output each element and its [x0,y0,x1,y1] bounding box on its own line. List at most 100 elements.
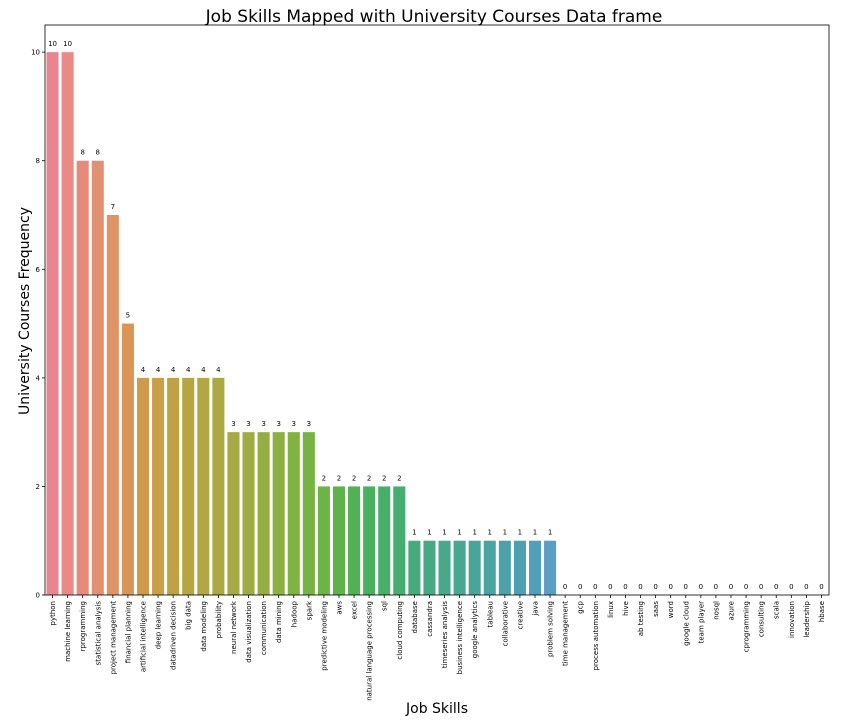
bar [363,486,376,595]
x-tick-label: rprogramming [79,601,87,651]
data-label: 1 [412,529,416,537]
data-label: 8 [80,149,84,157]
bar [167,377,180,595]
data-label: 3 [307,420,311,428]
x-tick-label: financial planning [124,601,132,663]
data-label: 0 [578,583,582,591]
data-label: 0 [744,583,748,591]
x-tick-label: neural network [230,600,238,654]
data-label: 0 [699,583,703,591]
x-tick-label: azure [728,601,736,620]
bar [227,432,240,595]
x-tick-label: cassandra [426,601,434,637]
data-label: 0 [608,583,612,591]
bar [348,486,361,595]
x-tick-label: problem solving [547,601,555,657]
data-label: 4 [141,366,146,374]
x-tick-label: predictive modeling [320,601,328,671]
x-tick-label: google analytics [471,601,479,659]
data-label: 0 [684,583,688,591]
bar [498,540,511,595]
data-label: 0 [653,583,657,591]
bar [468,540,481,595]
x-axis: python machine learning rprogramming statis… [49,595,826,701]
x-tick-label: sql [381,601,389,611]
data-label: 0 [759,583,763,591]
data-label: 2 [322,474,326,482]
x-tick-label: probability [215,601,223,638]
x-tick-label: cprogramming [743,601,751,652]
bar [121,323,134,595]
x-tick-label: spark [305,600,313,620]
data-label: 1 [442,529,446,537]
data-label: 0 [789,583,793,591]
x-tick-label: process automation [592,601,600,670]
x-tick-label: tableau [486,601,494,627]
data-label: 4 [216,366,221,374]
x-tick-label: linux [607,601,615,618]
data-label: 1 [518,529,522,537]
data-label: 3 [276,420,280,428]
bar [423,540,436,595]
data-label: 3 [292,420,296,428]
data-label: 5 [126,312,130,320]
y-axis: 0 2 4 6 8 10 [31,49,45,600]
x-tick-label: saas [652,601,660,617]
bar [91,160,104,595]
x-tick-label: statistical analysis [94,601,102,666]
bar [272,432,285,595]
bar [106,215,119,595]
data-label: 0 [668,583,672,591]
data-label: 2 [397,474,401,482]
x-tick-label: innovation [788,601,796,638]
x-tick-label: big data [185,601,193,630]
data-label: 10 [63,40,72,48]
data-label: 1 [457,529,461,537]
bar [332,486,346,595]
bar [453,540,466,595]
data-label: 2 [337,474,341,482]
x-tick-label: ab testing [637,601,645,636]
x-tick-label: excel [351,601,359,619]
bar [513,540,526,595]
data-label: 0 [729,583,733,591]
bar [197,377,210,595]
y-tick-label: 8 [36,157,40,165]
data-label: 2 [367,474,371,482]
bar [317,486,330,595]
data-label: 8 [96,149,100,157]
data-label: 0 [593,583,597,591]
bar [302,432,315,595]
bar [287,432,300,595]
bar [483,540,496,595]
data-label: 2 [382,474,386,482]
bar [76,160,89,595]
x-tick-label: python [49,601,57,626]
x-tick-label: nosql [712,601,720,620]
bar [528,540,542,595]
plot-frame [44,24,830,596]
x-tick-label: time management [562,601,570,666]
x-tick-label: data mining [275,601,283,643]
x-tick-label: data modeling [200,601,208,652]
x-tick-label: java [532,601,540,617]
bar [152,377,165,595]
x-tick-label: business intelligence [456,601,464,674]
x-tick-label: gcp [577,600,585,613]
y-tick-label: 6 [36,266,41,274]
y-tick-label: 10 [31,49,40,57]
bar [438,540,451,595]
x-axis-title: Job Skills [405,701,468,717]
x-tick-label: creative [516,601,524,629]
data-label: 1 [533,529,537,537]
data-label: 1 [503,529,507,537]
x-tick-label: natural language processing [366,601,374,701]
bar [242,432,255,595]
y-tick-label: 0 [36,592,40,600]
data-label: 1 [488,529,492,537]
x-tick-label: aws [336,601,344,615]
bar [393,486,406,595]
data-label: 1 [427,529,431,537]
bar [408,540,421,595]
